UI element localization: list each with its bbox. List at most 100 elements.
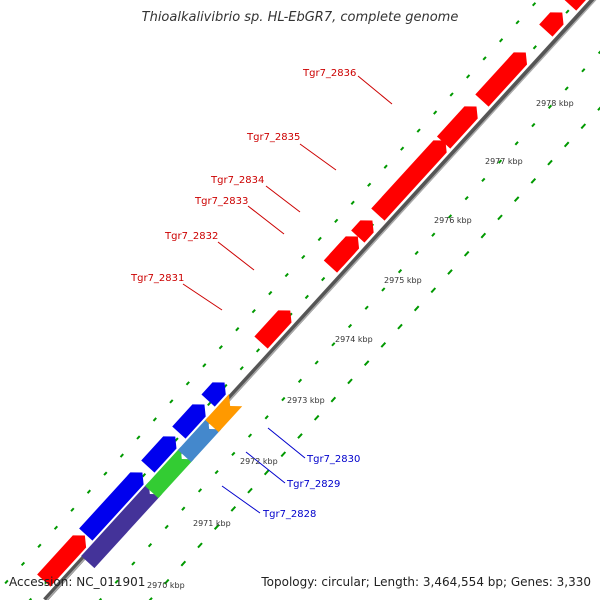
gene-arrow[interactable] <box>177 417 222 463</box>
guide-dot <box>268 290 273 296</box>
guide-dot <box>247 487 253 494</box>
guide-dot <box>280 451 287 458</box>
gene-label[interactable]: Tgr7_2835 <box>246 132 300 143</box>
guide-dot <box>447 214 453 219</box>
label-leader <box>299 143 337 171</box>
gene-arrow[interactable] <box>351 220 374 243</box>
gene-arrow[interactable] <box>329 240 356 267</box>
guide-dot <box>131 561 136 566</box>
gene-arrow[interactable] <box>172 404 206 439</box>
guide-dot <box>86 489 92 494</box>
scale-label: 2973 kbp <box>287 396 325 405</box>
guide-dot <box>181 506 186 511</box>
label-leader <box>357 75 393 105</box>
guide-dot <box>447 269 453 275</box>
guide-dot <box>114 579 119 584</box>
guide-dot <box>363 360 370 367</box>
guide-dot <box>141 473 147 478</box>
guide-dot <box>597 50 600 55</box>
guide-dot <box>414 250 419 256</box>
guide-dot <box>317 236 322 242</box>
gene-arrow[interactable] <box>539 12 564 37</box>
gene-arrow[interactable] <box>371 140 447 221</box>
guide-dot <box>530 177 537 184</box>
gene-arrow[interactable] <box>254 310 292 349</box>
guide-dot <box>20 561 26 567</box>
gene-label[interactable]: Tgr7_2830 <box>306 454 360 465</box>
guide-dot <box>532 45 537 50</box>
guide-dot <box>164 524 169 530</box>
gene-label[interactable]: Tgr7_2829 <box>286 479 340 490</box>
scale-labels: 2970 kbp 2971 kbp 2972 kbp 2973 kbp 2974 kbp… <box>147 99 574 590</box>
scale-label: 2971 kbp <box>193 519 231 528</box>
guide-dot <box>263 469 270 476</box>
guide-dot <box>202 363 207 368</box>
guide-dot <box>247 433 253 438</box>
guide-dot <box>284 272 289 278</box>
guide-dot <box>463 250 470 257</box>
label-leader <box>182 283 223 311</box>
guide-dot <box>185 381 190 386</box>
guide-dot <box>482 56 487 61</box>
guide-dot <box>513 196 520 203</box>
genome-title: Thioalkalivibrio sp. HL-EbGR7, complete … <box>141 10 459 25</box>
gene-arrow[interactable] <box>475 52 528 107</box>
gene-arrow[interactable] <box>79 472 144 541</box>
label-leader-lines <box>182 75 393 514</box>
gene-label[interactable]: Tgr7_2834 <box>210 175 264 186</box>
guide-dot <box>547 159 553 166</box>
guide-dot <box>37 543 42 548</box>
guide-dot <box>431 232 436 237</box>
gene-arrow[interactable] <box>141 436 177 473</box>
guide-dot <box>565 9 570 14</box>
guide-dot <box>304 294 309 300</box>
accession-text: Accession: NC_011901 <box>9 575 146 589</box>
guide-dot <box>464 195 469 201</box>
guide-dot <box>481 177 486 183</box>
gene-label[interactable]: Tgr7_2832 <box>164 231 218 242</box>
guide-dot <box>214 469 219 475</box>
guide-dot <box>380 341 387 348</box>
gene-label[interactable]: Tgr7_2833 <box>194 196 248 207</box>
gene-label[interactable]: Tgr7_2836 <box>302 68 356 79</box>
gene-arrow[interactable] <box>37 535 87 587</box>
guide-dot <box>281 396 286 402</box>
guide-dot <box>297 433 303 439</box>
gene-arrow[interactable] <box>563 0 593 11</box>
genome-info-text: Topology: circular; Length: 3,464,554 bp… <box>261 575 591 589</box>
gene-arrow[interactable] <box>201 382 226 407</box>
scale-label: 2976 kbp <box>434 216 472 225</box>
guide-dot <box>433 110 438 115</box>
guide-dot <box>430 287 437 294</box>
guide-dot <box>381 287 386 292</box>
guide-dot <box>174 437 179 442</box>
guide-dot <box>383 164 388 169</box>
scale-label: 2977 kbp <box>485 157 523 166</box>
label-leader <box>265 185 301 213</box>
scale-label: 2974 kbp <box>335 335 373 344</box>
guide-dot <box>347 323 353 329</box>
gene-arrow[interactable] <box>205 394 243 433</box>
guide-dot <box>147 543 153 548</box>
guide-dot <box>480 232 487 239</box>
guide-dot <box>70 507 75 512</box>
guide-dot <box>148 597 153 600</box>
gene-arrow[interactable] <box>145 447 194 499</box>
guide-dot <box>313 414 320 421</box>
gene-label[interactable]: Tgr7_2828 <box>262 509 316 520</box>
gene-labels: Tgr7_2836 Tgr7_2835 Tgr7_2834 Tgr7_2833 Tgr7… <box>130 68 360 520</box>
guide-dot <box>364 305 369 310</box>
gene-arrow[interactable] <box>436 106 478 149</box>
guide-dot <box>235 327 240 332</box>
scale-label: 2970 kbp <box>147 581 185 590</box>
gene-arrow[interactable] <box>81 482 162 569</box>
guide-dot <box>547 104 553 109</box>
guide-dot <box>169 399 174 404</box>
genes <box>37 0 593 587</box>
guide-dot <box>581 68 586 73</box>
label-leader <box>247 205 285 235</box>
scale-label: 2972 kbp <box>240 457 278 466</box>
gene-label[interactable]: Tgr7_2831 <box>130 273 184 284</box>
guide-dot <box>397 269 403 274</box>
